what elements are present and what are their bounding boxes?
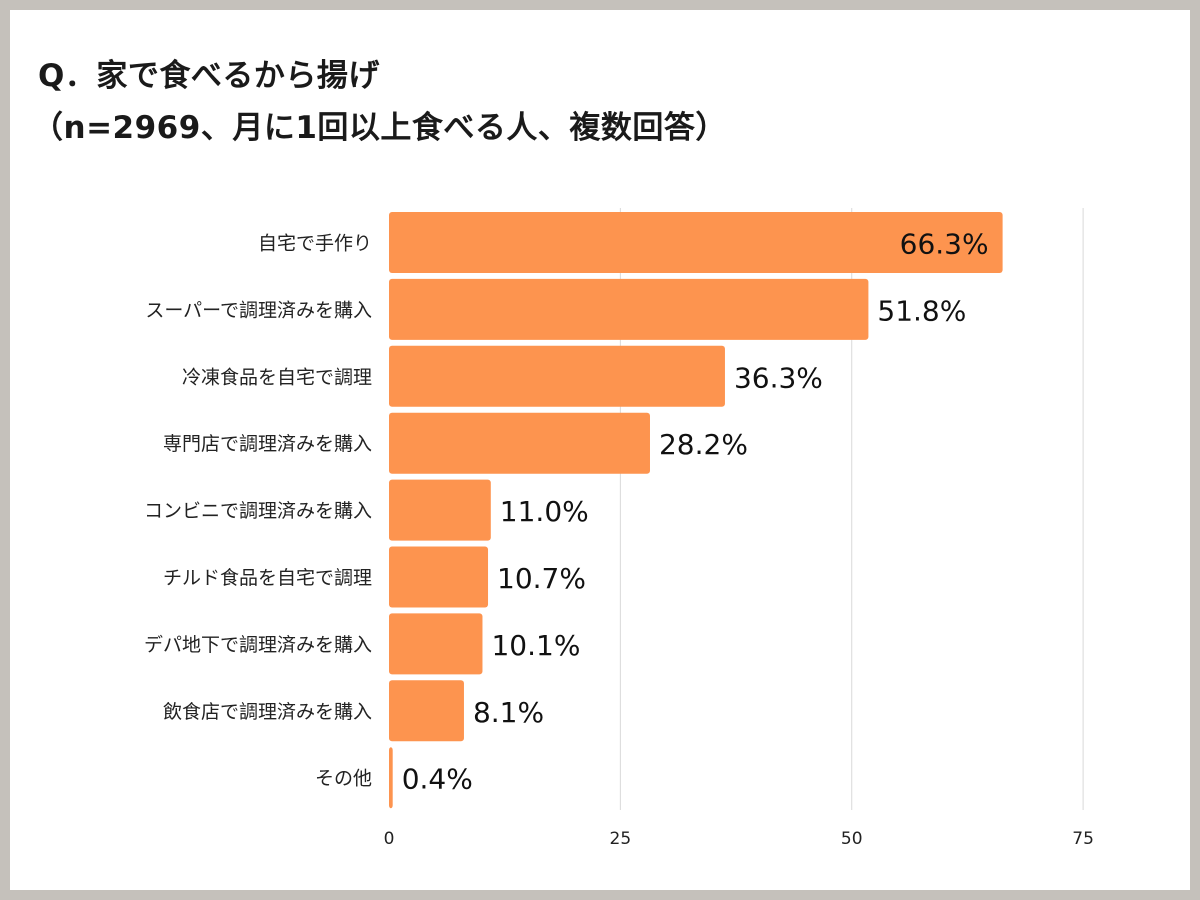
- category-label: 専門店で調理済みを購入: [163, 433, 372, 455]
- bar-chart: 0 25 50 75 自宅で手作り 66.3% スーパーで調理済みを購入 51.8% 冷凍食品を…: [144, 208, 1094, 849]
- data-label: 10.1%: [491, 629, 580, 662]
- data-label: 10.7%: [497, 562, 586, 595]
- data-label: 8.1%: [473, 696, 544, 729]
- bar: [389, 747, 393, 809]
- chart-title: Q．家で食べるから揚げ: [38, 58, 380, 94]
- category-label: 自宅で手作り: [258, 233, 372, 255]
- chart-card: Q．家で食べるから揚げ （n=2969、月に1回以上食べる人、複数回答） 0 25…: [10, 10, 1190, 890]
- bar: [389, 479, 491, 541]
- category-label: 冷凍食品を自宅で調理: [182, 366, 372, 388]
- bar: [389, 412, 650, 474]
- x-tick-label: 75: [1072, 829, 1094, 849]
- category-label: 飲食店で調理済みを購入: [163, 701, 372, 723]
- data-label: 28.2%: [659, 428, 748, 461]
- bar: [389, 278, 869, 340]
- category-label: チルド食品を自宅で調理: [163, 567, 372, 589]
- bar: [389, 680, 464, 742]
- x-tick-label: 50: [841, 829, 863, 849]
- category-label: スーパーで調理済みを購入: [145, 299, 372, 321]
- category-label: デパ地下で調理済みを購入: [144, 634, 372, 656]
- bar: [389, 345, 725, 407]
- x-tick-label: 25: [610, 829, 632, 849]
- category-label: その他: [315, 768, 372, 790]
- data-label: 11.0%: [500, 495, 589, 528]
- data-label: 66.3%: [900, 228, 989, 261]
- bar: [389, 613, 483, 675]
- category-label: コンビニで調理済みを購入: [144, 500, 372, 522]
- x-tick-label: 0: [384, 829, 395, 849]
- data-label: 36.3%: [734, 361, 823, 394]
- data-label: 0.4%: [402, 763, 473, 796]
- data-label: 51.8%: [877, 294, 966, 327]
- bar: [389, 546, 489, 608]
- bar: [389, 212, 1003, 273]
- chart-subtitle: （n=2969、月に1回以上食べる人、複数回答）: [32, 110, 727, 146]
